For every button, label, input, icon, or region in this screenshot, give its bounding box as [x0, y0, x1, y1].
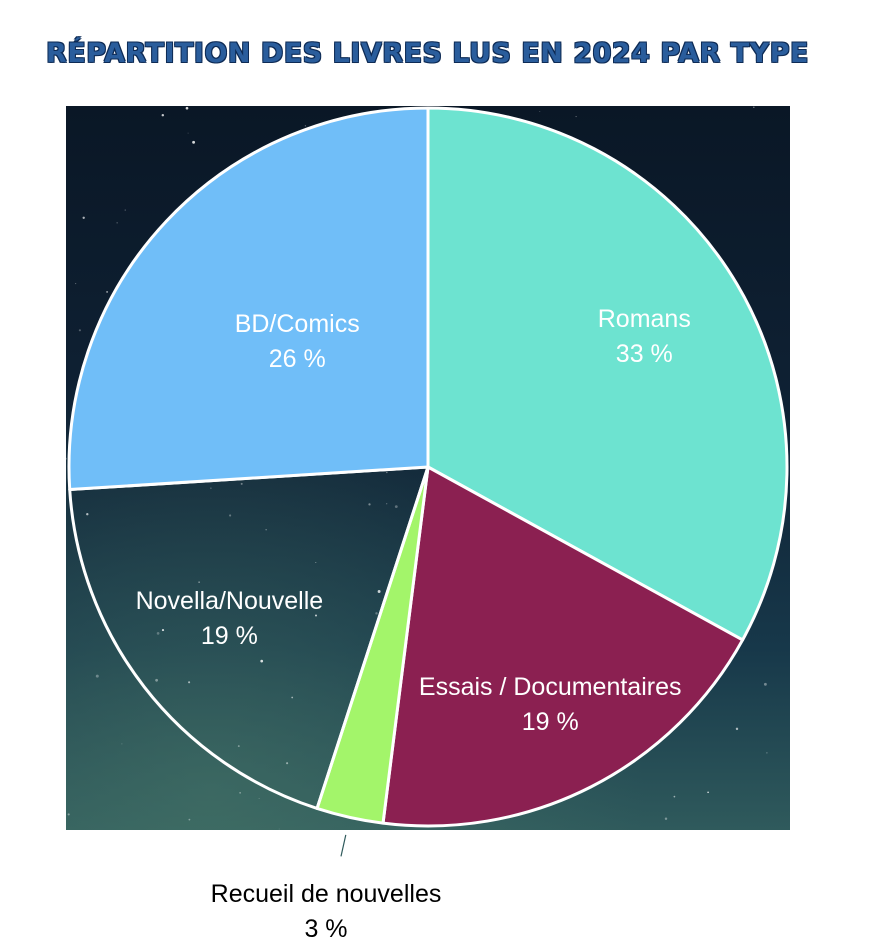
star: [394, 505, 398, 508]
pie-slices: [67, 106, 789, 828]
star: [106, 290, 109, 293]
star: [707, 791, 709, 794]
slice-label-percent: 19 %: [201, 622, 258, 650]
pie-slice-novella-nouvelle: [68, 465, 430, 810]
star: [116, 222, 118, 224]
star: [314, 614, 318, 617]
star: [67, 813, 70, 816]
star: [124, 209, 126, 211]
star: [210, 487, 212, 489]
star: [188, 681, 191, 684]
star: [753, 106, 755, 109]
pie-slice-bd-comics: [67, 106, 430, 492]
star: [161, 113, 165, 117]
star: [239, 792, 241, 794]
slice-label-name: Novella/Nouvelle: [136, 587, 324, 615]
pie-slice-romans: [426, 106, 789, 642]
star: [155, 678, 158, 682]
slice-label-name: Recueil de nouvelles: [211, 880, 442, 908]
chart-title: RÉPARTITION DES LIVRES LUS EN 2024 PAR T…: [46, 38, 809, 69]
star: [198, 581, 200, 583]
star: [664, 817, 668, 821]
pie-slice-essais-documentaires: [381, 465, 745, 828]
slice-label-percent: 33 %: [616, 340, 673, 368]
star: [82, 216, 85, 219]
star: [237, 745, 240, 748]
star: [386, 472, 388, 474]
star: [377, 590, 381, 593]
star: [258, 798, 260, 799]
star: [229, 514, 232, 517]
star: [260, 659, 264, 663]
star: [188, 818, 191, 821]
star: [368, 503, 371, 506]
star: [291, 696, 294, 699]
star: [286, 762, 289, 765]
star: [192, 140, 196, 144]
slice-label-percent: 19 %: [522, 708, 579, 736]
star: [75, 283, 77, 285]
star: [65, 457, 67, 460]
star: [763, 682, 767, 686]
star: [265, 529, 267, 531]
star: [735, 727, 739, 731]
slice-label-name: Essais / Documentaires: [419, 673, 682, 701]
slice-label-percent: 3 %: [304, 915, 347, 943]
star: [304, 125, 306, 127]
slice-labels: Romans 33 % Essais / Documentaires 19 % Recu…: [136, 305, 691, 943]
star: [766, 752, 768, 754]
leader-line: [340, 834, 347, 857]
star: [386, 503, 388, 505]
star: [673, 795, 676, 798]
star: [539, 111, 541, 113]
star: [375, 612, 378, 615]
slice-label-name: Romans: [598, 305, 691, 333]
star: [156, 632, 160, 635]
star: [95, 674, 99, 678]
star: [240, 482, 243, 485]
star: [278, 828, 280, 830]
star: [86, 513, 89, 516]
star: [78, 329, 81, 332]
star: [161, 629, 165, 632]
star: [185, 106, 189, 110]
star: [121, 743, 123, 745]
star: [315, 562, 317, 563]
slice-label-name: BD/Comics: [235, 310, 360, 338]
star: [575, 116, 577, 118]
slice-label-percent: 26 %: [269, 345, 326, 373]
star: [187, 132, 189, 134]
